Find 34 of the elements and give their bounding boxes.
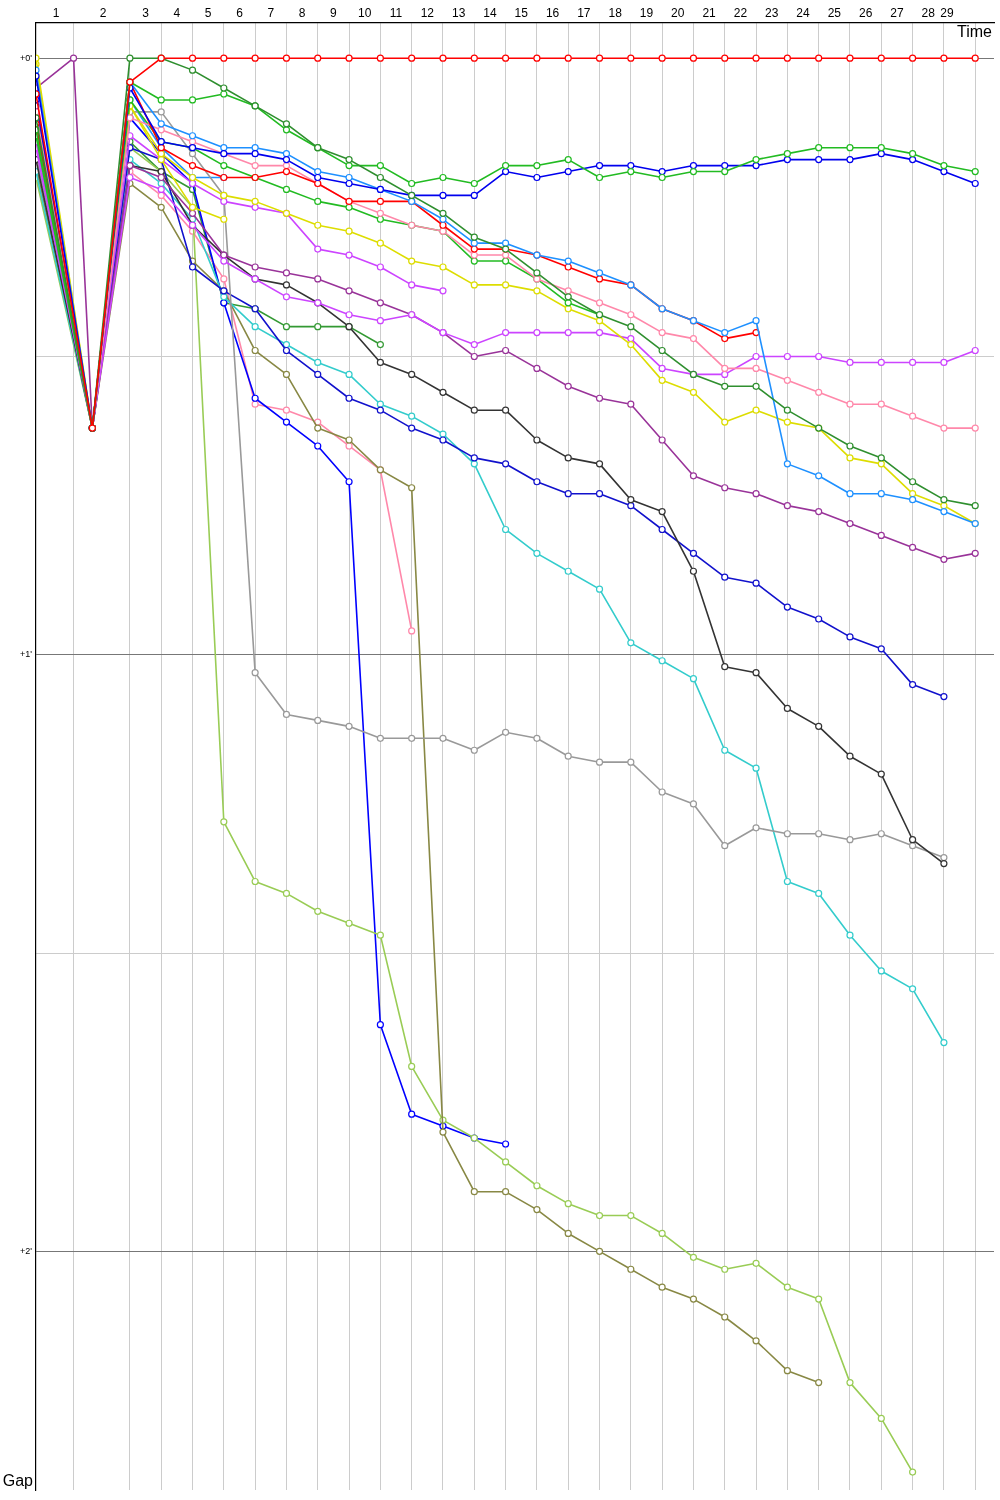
- x-tick-label: 23: [765, 5, 779, 20]
- x-tick-label: 22: [733, 5, 748, 20]
- x-tick-label: 6: [236, 5, 244, 20]
- x-tick-label: 25: [827, 5, 842, 20]
- y-tick-label: +2': [20, 1245, 33, 1256]
- x-tick-label: 28: [921, 5, 936, 20]
- x-tick-label: 4: [173, 5, 181, 20]
- x-tick-label: 19: [639, 5, 654, 20]
- x-tick-label: 13: [451, 5, 466, 20]
- x-tick-label: 5: [204, 5, 212, 20]
- x-tick-label: 18: [608, 5, 623, 20]
- x-tick-label: 14: [483, 5, 497, 20]
- y-axis-title: Gap: [2, 1472, 34, 1490]
- x-tick-label: 20: [671, 5, 685, 20]
- x-tick-label: 12: [420, 5, 435, 20]
- x-tick-label: 8: [298, 5, 306, 20]
- y-tick-label: +1': [20, 649, 33, 660]
- x-tick-label: 16: [545, 5, 560, 20]
- x-tick-label: 21: [702, 5, 717, 20]
- x-tick-label: 11: [389, 5, 403, 20]
- x-tick-label: 15: [514, 5, 529, 20]
- x-tick-label: 26: [858, 5, 873, 20]
- x-tick-label: 17: [577, 5, 591, 20]
- x-tick-label: 3: [142, 5, 150, 20]
- y-tick-label: +0': [20, 52, 33, 63]
- x-tick-label: 27: [890, 5, 904, 20]
- x-tick-label: 9: [330, 5, 338, 20]
- x-tick-label: 7: [267, 5, 275, 20]
- x-tick-label: 10: [358, 5, 372, 20]
- x-tick-label: 2: [99, 5, 107, 20]
- x-tick-label: 24: [796, 5, 811, 20]
- x-tick-label: 1: [52, 5, 60, 20]
- x-axis-title: Time: [957, 22, 993, 40]
- x-tick-label: 29: [940, 5, 955, 20]
